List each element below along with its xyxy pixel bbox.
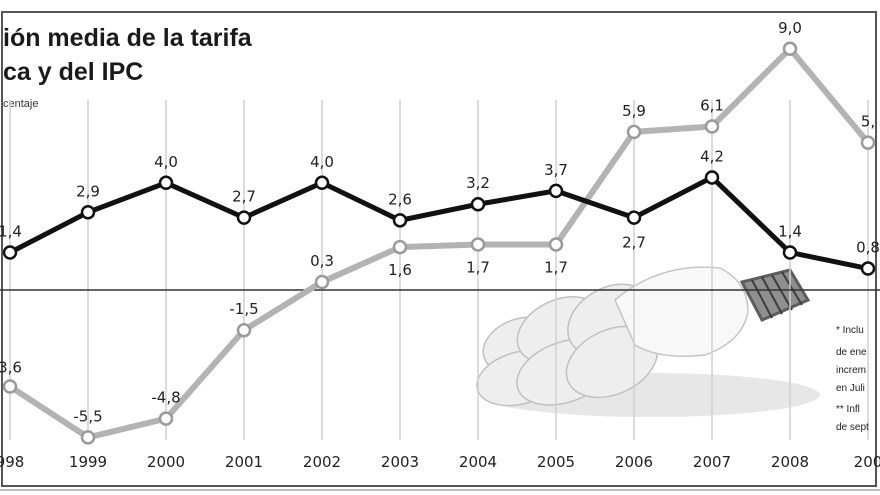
series-1-label: 0,3	[310, 252, 334, 270]
series-0-point	[80, 205, 96, 220]
series-1-point	[158, 411, 174, 426]
grid	[0, 100, 880, 440]
chart-subtitle: centaje	[3, 98, 38, 110]
series-0-label: 1,4	[0, 222, 22, 240]
series-1-point	[548, 237, 564, 252]
footnotes: * Inclu de ene increm en Juli ** Infl de…	[836, 325, 869, 433]
chart-title-line-2: ca y del IPC	[3, 58, 143, 86]
series-0-line	[8, 174, 869, 272]
data-labels: 1,4 2,9 4,0 2,7 4,0 2,6 3,2 3,7 2,7 4,2 1,4 0,8 3,6 -…	[0, 19, 880, 426]
note-line-6: de sept	[836, 422, 869, 433]
series-1-label: -5,5	[73, 407, 102, 425]
series	[2, 41, 876, 445]
series-1-label: 5,9	[622, 102, 646, 120]
series-1-point	[80, 430, 96, 445]
chart-frame	[1, 11, 877, 487]
series-1-line	[8, 44, 871, 441]
note-line-3: increm	[836, 365, 866, 376]
series-1-point	[860, 135, 876, 150]
series-1-label: 6,1	[700, 97, 724, 115]
x-tick-label: 1999	[69, 453, 107, 471]
x-tick-label: 200	[854, 453, 880, 471]
series-1-point	[392, 239, 408, 255]
note-line-2: de ene	[836, 347, 867, 358]
series-1-point	[704, 119, 720, 134]
series-0-label: 3,7	[544, 161, 568, 179]
series-0-point	[860, 261, 876, 276]
series-0-point	[548, 183, 564, 199]
series-0-label: 2,6	[388, 190, 412, 208]
series-1-label: -4,8	[151, 389, 180, 407]
series-0-label: 2,9	[76, 182, 100, 200]
series-0-point	[470, 196, 486, 212]
x-tick-label: 2001	[225, 453, 263, 471]
series-1-label: 9,0	[778, 19, 802, 37]
x-axis: 998 1999 2000 2001 2002 2003 2004 2005 2006 2007 2…	[0, 453, 880, 471]
x-tick-label: 2002	[303, 453, 341, 471]
note-line-5: ** Infl	[836, 404, 860, 415]
series-0-label: 2,7	[622, 234, 646, 252]
series-1-point	[236, 322, 252, 338]
series-0-point	[236, 210, 252, 225]
series-0-point	[2, 245, 18, 260]
x-tick-label: 2008	[771, 453, 809, 471]
series-0-point	[392, 213, 408, 228]
series-1-point	[314, 274, 330, 290]
series-0-point	[158, 175, 174, 191]
series-1-point	[470, 237, 486, 252]
series-1-label: 5,	[861, 113, 875, 131]
series-0-label: 0,8	[856, 239, 880, 257]
chart-title-line-1: ión media de la tarifa	[3, 24, 253, 52]
series-1-label: -1,5	[229, 300, 258, 318]
series-0-point	[782, 245, 798, 260]
series-0-label: 2,7	[232, 188, 256, 206]
x-tick-label: 2004	[459, 453, 497, 471]
series-0-point	[626, 210, 642, 225]
x-tick-label: 2003	[381, 453, 419, 471]
series-1-point	[782, 41, 798, 57]
series-1-label: 1,7	[544, 258, 568, 276]
note-line-4: en Juli	[836, 383, 865, 394]
x-tick-label: 2006	[615, 453, 653, 471]
series-1-label: 1,7	[466, 258, 490, 276]
series-0-point	[314, 175, 330, 191]
series-0-label: 1,4	[778, 222, 802, 240]
x-tick-label: 2000	[147, 453, 185, 471]
series-1-label: 3,6	[0, 358, 22, 376]
series-1-point	[626, 124, 642, 140]
x-tick-label: 2005	[537, 453, 575, 471]
series-0-point	[704, 170, 720, 185]
note-line-1: * Inclu	[836, 325, 864, 336]
series-1-label: 1,6	[388, 261, 412, 279]
x-tick-label: 2007	[693, 453, 731, 471]
series-0-label: 4,2	[700, 147, 724, 165]
x-tick-label: 998	[0, 453, 24, 471]
series-0-label: 4,0	[154, 153, 178, 171]
series-0-label: 4,0	[310, 153, 334, 171]
series-0-label: 3,2	[466, 174, 490, 192]
series-1-point	[2, 379, 18, 394]
